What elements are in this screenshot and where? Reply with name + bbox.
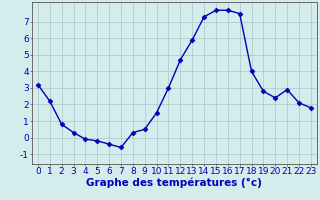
X-axis label: Graphe des températures (°c): Graphe des températures (°c) bbox=[86, 178, 262, 188]
